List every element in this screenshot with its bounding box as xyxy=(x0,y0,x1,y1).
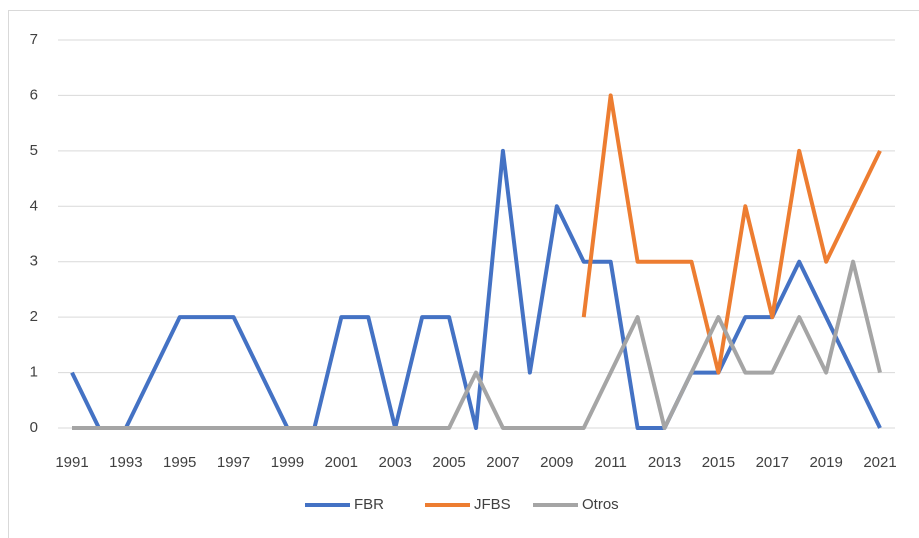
x-tick-label: 1991 xyxy=(55,454,88,471)
x-tick-label: 2009 xyxy=(540,454,573,471)
y-tick-label: 0 xyxy=(30,419,38,436)
x-tick-label: 2001 xyxy=(325,454,358,471)
x-tick-label: 2003 xyxy=(379,454,412,471)
y-tick-label: 6 xyxy=(30,86,38,103)
chart-frame xyxy=(8,10,919,538)
x-tick-label: 2005 xyxy=(432,454,465,471)
x-tick-label: 2019 xyxy=(809,454,842,471)
x-tick-label: 2007 xyxy=(486,454,519,471)
x-tick-label: 2015 xyxy=(702,454,735,471)
series-line xyxy=(70,148,882,430)
series-line xyxy=(581,93,882,375)
x-tick-label: 2013 xyxy=(648,454,681,471)
y-tick-label: 2 xyxy=(30,308,38,325)
x-tick-label: 1993 xyxy=(109,454,142,471)
legend-label: FBR xyxy=(354,496,384,513)
y-tick-label: 7 xyxy=(30,31,38,48)
x-tick-label: 2021 xyxy=(863,454,896,471)
x-tick-label: 2011 xyxy=(595,454,627,471)
y-tick-label: 4 xyxy=(30,197,38,214)
x-tick-label: 1999 xyxy=(271,454,304,471)
y-tick-label: 5 xyxy=(30,142,38,159)
x-tick-label: 1997 xyxy=(217,454,250,471)
x-tick-label: 2017 xyxy=(756,454,789,471)
x-tick-label: 1995 xyxy=(163,454,196,471)
y-tick-label: 3 xyxy=(30,253,38,270)
legend-label: Otros xyxy=(582,496,619,513)
legend-label: JFBS xyxy=(474,496,511,513)
series-line xyxy=(72,259,882,430)
y-tick-label: 1 xyxy=(30,364,38,381)
